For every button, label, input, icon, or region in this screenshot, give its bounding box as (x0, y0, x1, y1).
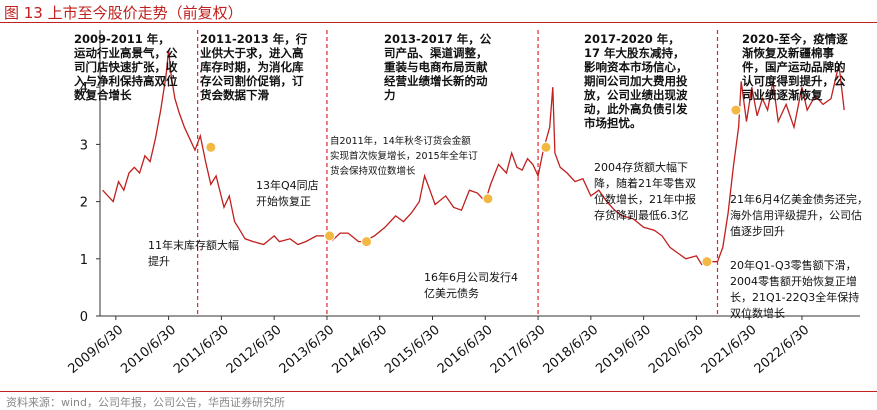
period-2009-2011: 2009-2011 年，运动行业高景气，公司门店快速扩张，收入与净利保持高双位数… (74, 32, 178, 102)
source-note: 资料来源：wind，公司年报，公司公告，华西证券研究所 (6, 396, 286, 409)
y-tick-label: 4 (80, 81, 88, 96)
event-marker (701, 256, 713, 268)
annotation-bond-2016: 16年6月公司发行4亿美元债务 (424, 271, 518, 300)
y-tick-label: 2 (80, 196, 88, 211)
x-tick-label: 2019/6/30 (593, 323, 654, 377)
y-tick-label: 3 (80, 138, 88, 153)
period-2017-2020: 2017-2020 年，17 年大股东减持，影响资本市场信心，期间公司加大费用投… (584, 32, 688, 130)
x-tick-label: 2015/6/30 (382, 323, 443, 377)
x-tick-label: 2018/6/30 (541, 323, 602, 377)
price-line (102, 49, 845, 266)
x-tick-label: 2013/6/30 (277, 323, 338, 377)
event-marker (324, 230, 336, 242)
annotation-order-fair: 自2011年，14年秋冬订货会金额实现首次恢复增长，2015年全年订货会保持双位… (330, 136, 478, 177)
x-tick-label: 2009/6/30 (66, 323, 127, 377)
x-tick-label: 2012/6/30 (224, 323, 285, 377)
x-tick-label: 2014/6/30 (329, 323, 390, 377)
event-marker (540, 141, 552, 153)
period-2013-2017: 2013-2017 年，公司产品、渠道调整，重装与电商布局贡献经营业绩增长新的动… (384, 32, 492, 102)
event-marker (361, 236, 373, 248)
annotation-debt-2021: 21年6月4亿美金债务还完，海外信用评级提升，公司估值逐步回升 (730, 193, 868, 238)
x-tick-label: 2021/6/30 (699, 323, 760, 377)
annotation-retail: 20年Q1-Q3零售额下滑，2004零售额开始恢复正增长，21Q1-22Q3全年… (730, 259, 860, 320)
annotation-inventory-2011: 11年末库存额大幅提升 (148, 239, 239, 268)
y-tick-label: 0 (80, 310, 88, 325)
title-rule (0, 22, 877, 23)
event-marker (730, 104, 742, 116)
x-tick-label: 2022/6/30 (752, 323, 813, 377)
x-tick-label: 2010/6/30 (118, 323, 179, 377)
x-tick-label: 2017/6/30 (488, 323, 549, 377)
x-tick-label: 2016/6/30 (435, 323, 496, 377)
figure-title: 图 13 上市至今股价走势（前复权） (4, 4, 243, 22)
period-2020-now: 2020-至今，疫情逐渐恢复及新疆棉事件，国产运动品牌的认可度得到提升，公司业绩… (742, 32, 848, 102)
annotation-inventory-2020: 2004存货额大幅下降，随着21年零售双位数增长，21年中报存货降到最低6.3亿 (594, 161, 696, 222)
event-marker (205, 141, 217, 153)
annotation-q4-2013: 13年Q4同店开始恢复正 (256, 179, 319, 208)
period-2011-2013: 2011-2013 年，行业供大于求，进入高库存时期，为消化库存公司割价促销，订… (200, 32, 308, 102)
x-tick-label: 2011/6/30 (171, 323, 232, 377)
event-marker (482, 193, 494, 205)
x-tick-label: 2020/6/30 (646, 323, 707, 377)
bottom-rule (0, 391, 877, 392)
y-tick-label: 1 (80, 253, 88, 268)
